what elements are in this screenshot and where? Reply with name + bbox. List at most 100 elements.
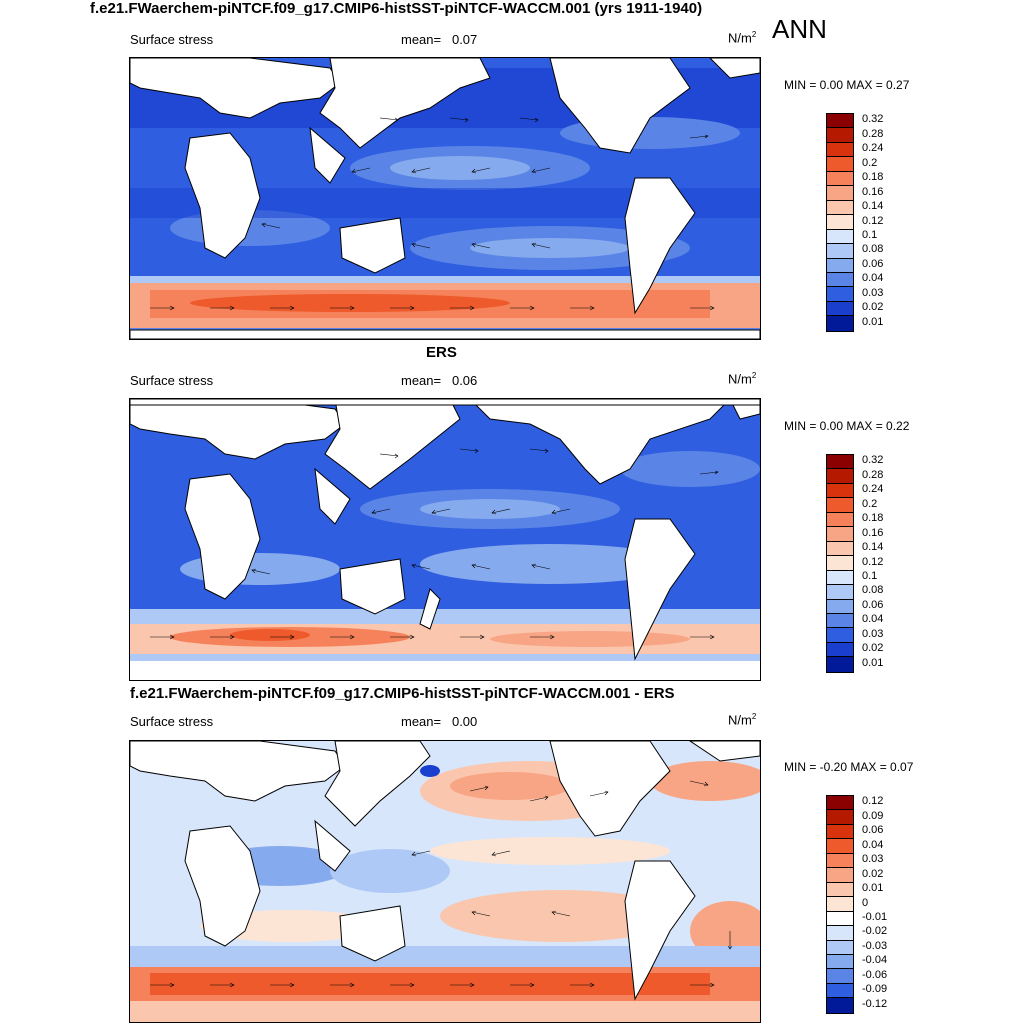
colorbar-tick-label: 0.32 <box>862 454 884 467</box>
colorbar-tick-label: 0.16 <box>862 526 884 539</box>
panel-1-colorbar-ticks: 0.32 0.28 0.24 0.2 0.18 0.16 0.14 0.12 0.1 0.08 0.… <box>862 113 922 330</box>
colorbar-swatch <box>827 200 853 216</box>
colorbar-tick-label: 0.28 <box>862 468 884 481</box>
colorbar-tick-label: 0.02 <box>862 301 884 314</box>
panel-3-map-svg <box>130 741 760 1022</box>
colorbar-tick-label: 0.24 <box>862 142 884 155</box>
colorbar-tick-label: 0.04 <box>862 272 884 285</box>
colorbar-tick-label: 0.16 <box>862 185 884 198</box>
colorbar-tick-label: 0.03 <box>862 853 884 866</box>
panel-1-map <box>129 57 761 340</box>
colorbar-swatch <box>827 541 853 557</box>
colorbar-tick-label: 0.12 <box>862 214 884 227</box>
panel-1-colorbar <box>826 113 854 332</box>
colorbar-tick-label: 0.18 <box>862 512 884 525</box>
panel-3-colorbar <box>826 795 854 1014</box>
panel-3-variable: Surface stress <box>130 714 214 729</box>
colorbar-tick-label: 0.01 <box>862 315 884 328</box>
colorbar-swatch <box>827 142 853 158</box>
colorbar-swatch <box>827 171 853 187</box>
colorbar-tick-label: 0.1 <box>862 228 878 241</box>
panel-3-unit: N/m2 <box>728 712 757 728</box>
colorbar-swatch <box>827 911 853 927</box>
panel-2-unit: N/m2 <box>728 371 757 387</box>
colorbar-swatch <box>827 642 853 658</box>
colorbar-tick-label: 0.01 <box>862 656 884 669</box>
colorbar-swatch <box>827 810 853 825</box>
colorbar-swatch <box>827 954 853 970</box>
panel-1-minmax: MIN = 0.00 MAX = 0.27 <box>784 78 910 92</box>
colorbar-tick-label: -0.09 <box>862 983 888 996</box>
colorbar-swatch <box>827 483 853 499</box>
colorbar-tick-label: 0.02 <box>862 867 884 880</box>
colorbar-swatch <box>827 512 853 528</box>
colorbar-swatch <box>827 868 853 883</box>
colorbar-swatch <box>827 128 853 143</box>
colorbar-tick-label: 0.04 <box>862 613 884 626</box>
colorbar-swatch <box>827 853 853 869</box>
colorbar-swatch <box>827 556 853 571</box>
colorbar-tick-label: 0.12 <box>862 795 884 808</box>
panel-3-colorbar-ticks: 0.12 0.09 0.06 0.04 0.03 0.02 0.01 0 -0.01 -0.02-… <box>862 795 922 1012</box>
panel-3-heading: f.e21.FWaerchem-piNTCF.f09_g17.CMIP6-his… <box>130 685 675 702</box>
colorbar-tick-label: 0.03 <box>862 627 884 640</box>
panel-2-colorbar <box>826 454 854 673</box>
colorbar-tick-label: -0.04 <box>862 954 888 967</box>
colorbar-swatch <box>827 215 853 230</box>
colorbar-swatch <box>827 824 853 840</box>
panel-3-minmax: MIN = -0.20 MAX = 0.07 <box>784 760 914 774</box>
panel-1-map-svg <box>130 58 760 339</box>
colorbar-swatch <box>827 599 853 614</box>
colorbar-tick-label: -0.12 <box>862 997 888 1010</box>
colorbar-tick-label: 0.08 <box>862 584 884 597</box>
colorbar-swatch <box>827 301 853 317</box>
colorbar-tick-label: 0.24 <box>862 483 884 496</box>
colorbar-tick-label: 0.06 <box>862 257 884 270</box>
colorbar-swatch <box>827 585 853 600</box>
colorbar-tick-label: 0.09 <box>862 809 884 822</box>
colorbar-swatch <box>827 272 853 288</box>
colorbar-swatch <box>827 839 853 854</box>
panel-1-unit: N/m2 <box>728 30 757 46</box>
panel-3-map <box>129 740 761 1023</box>
colorbar-tick-label: 0.12 <box>862 555 884 568</box>
panel-2-mean: mean= 0.06 <box>401 373 478 388</box>
panel-1-variable: Surface stress <box>130 32 214 47</box>
colorbar-swatch <box>827 244 853 259</box>
colorbar-swatch <box>827 114 853 129</box>
colorbar-swatch <box>827 796 853 811</box>
panel-2-map <box>129 398 761 681</box>
colorbar-swatch <box>827 455 853 470</box>
colorbar-tick-label: 0.04 <box>862 838 884 851</box>
colorbar-swatch <box>827 258 853 273</box>
colorbar-tick-label: -0.06 <box>862 968 888 981</box>
colorbar-tick-label: 0.06 <box>862 598 884 611</box>
colorbar-swatch <box>827 657 853 672</box>
colorbar-swatch <box>827 570 853 586</box>
colorbar-swatch <box>827 897 853 912</box>
colorbar-tick-label: 0.02 <box>862 642 884 655</box>
colorbar-tick-label: -0.01 <box>862 910 888 923</box>
colorbar-tick-label: 0.03 <box>862 286 884 299</box>
colorbar-swatch <box>827 287 853 302</box>
colorbar-swatch <box>827 983 853 999</box>
colorbar-tick-label: 0.18 <box>862 171 884 184</box>
colorbar-swatch <box>827 998 853 1013</box>
colorbar-tick-label: -0.02 <box>862 925 888 938</box>
colorbar-tick-label: 0.1 <box>862 569 878 582</box>
colorbar-tick-label: 0.14 <box>862 541 884 554</box>
panel-2-variable: Surface stress <box>130 373 214 388</box>
colorbar-swatch <box>827 628 853 643</box>
colorbar-swatch <box>827 613 853 629</box>
colorbar-tick-label: -0.03 <box>862 939 888 952</box>
colorbar-swatch <box>827 527 853 542</box>
colorbar-swatch <box>827 882 853 898</box>
colorbar-tick-label: 0.2 <box>862 156 878 169</box>
panel-2-map-svg <box>130 399 760 680</box>
colorbar-tick-label: 0.32 <box>862 113 884 126</box>
colorbar-tick-label: 0.28 <box>862 127 884 140</box>
colorbar-tick-label: 0.08 <box>862 243 884 256</box>
colorbar-tick-label: 0 <box>862 896 869 909</box>
panel-3-mean: mean= 0.00 <box>401 714 478 729</box>
main-title: f.e21.FWaerchem-piNTCF.f09_g17.CMIP6-his… <box>90 0 703 17</box>
